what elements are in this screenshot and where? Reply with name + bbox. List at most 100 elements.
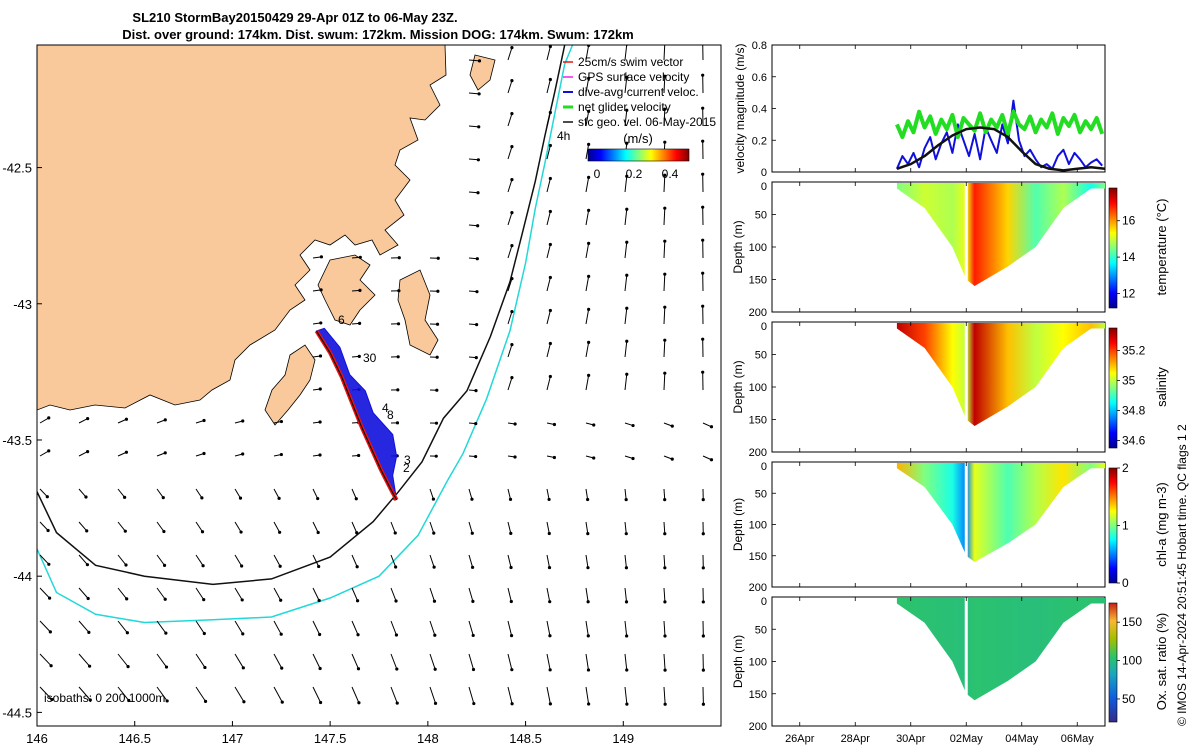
x-tick-label-date: 02May (950, 733, 984, 745)
geo-velocity-arrowhead (625, 532, 628, 535)
geo-velocity-arrowhead (586, 532, 589, 535)
geo-velocity-arrowhead (631, 424, 634, 427)
geo-velocity-arrowhead (164, 451, 167, 454)
geo-velocity-arrowhead (664, 703, 667, 706)
geo-velocity-arrowhead (701, 140, 704, 143)
geo-velocity-arrowhead (320, 255, 323, 258)
geo-velocity-arrowhead (513, 455, 516, 458)
geo-velocity-arrowhead (471, 600, 474, 603)
geo-velocity-arrowhead (434, 702, 437, 705)
geo-velocity-arrowhead (318, 599, 321, 602)
geo-velocity-arrowhead (86, 563, 89, 566)
geo-velocity-arrowhead (202, 419, 205, 422)
map-x-tick-label: 147.5 (314, 731, 347, 746)
geo-velocity-arrowhead (435, 389, 438, 392)
velocity-y-tick-label: 0.8 (752, 40, 767, 52)
geo-velocity-arrowhead (510, 634, 513, 637)
geo-velocity-arrowhead (46, 529, 49, 532)
sec4-y-tick-label: 100 (749, 657, 767, 669)
sec3-cb-label: chl-a (mg m-3) (1154, 482, 1169, 567)
geo-velocity-arrowhead (663, 207, 666, 210)
geo-velocity-arrowhead (240, 564, 243, 567)
geo-velocity-arrowhead (280, 420, 283, 423)
geo-velocity-arrowhead (710, 425, 713, 428)
geo-velocity-arrowhead (355, 497, 358, 500)
geo-velocity-arrowhead (162, 530, 165, 533)
geo-velocity-arrowhead (710, 458, 713, 461)
sec3-colorbar (1109, 468, 1117, 583)
geo-velocity-arrowhead (587, 176, 590, 179)
geo-velocity-arrowhead (278, 531, 281, 534)
geo-velocity-arrowhead (701, 74, 704, 77)
geo-velocity-arrowhead (436, 356, 439, 359)
geo-velocity-arrowhead (47, 416, 50, 419)
sec3-y-tick-label: 150 (749, 551, 767, 563)
geo-velocity-arrowhead (702, 634, 705, 637)
sec4-y-tick-label: 50 (755, 624, 767, 636)
geo-velocity-arrowhead (436, 290, 439, 293)
velocity-y-tick-label: 0.4 (752, 104, 767, 116)
geo-velocity-arrowhead (702, 703, 705, 706)
geo-velocity-arrowhead (510, 668, 513, 671)
geo-velocity-arrowhead (549, 210, 552, 213)
geo-velocity-arrowhead (470, 498, 473, 501)
geo-velocity-arrowhead (280, 667, 283, 670)
map-x-tick-label: 146 (26, 731, 48, 746)
map-x-tick-label: 147 (222, 731, 244, 746)
geo-velocity-arrowhead (587, 308, 590, 311)
geo-velocity-arrowhead (88, 665, 91, 668)
x-tick-label-date: 04May (1005, 733, 1039, 745)
geo-velocity-arrowhead (49, 630, 52, 633)
geo-velocity-arrowhead (701, 338, 704, 341)
geo-velocity-arrowhead (124, 530, 127, 533)
geo-velocity-arrowhead (202, 452, 205, 455)
geo-velocity-arrowhead (553, 423, 556, 426)
geo-velocity-arrowhead (663, 532, 666, 535)
geo-velocity-arrowhead (203, 632, 206, 635)
sec2-cb-tick-label: 35 (1122, 374, 1136, 388)
geo-velocity-arrowhead (281, 701, 284, 704)
sec3-cb-tick-label: 1 (1122, 519, 1129, 533)
geo-velocity-arrowhead (587, 634, 590, 637)
geo-velocity-arrowhead (475, 290, 478, 293)
geo-velocity-arrowhead (165, 665, 168, 668)
geo-velocity-arrowhead (587, 209, 590, 212)
geo-velocity-arrowhead (319, 667, 322, 670)
figure-title-2: Dist. over ground: 174km. Dist. swum: 17… (122, 27, 634, 42)
geo-velocity-arrowhead (432, 497, 435, 500)
geo-velocity-arrowhead (549, 342, 552, 345)
day-label-6: 6 (338, 313, 345, 327)
x-tick-label-date: 28Apr (841, 733, 871, 745)
map-y-tick-label: -43.5 (2, 433, 32, 448)
geo-velocity-arrowhead (280, 453, 283, 456)
geo-velocity-arrowhead (671, 458, 674, 461)
day-label-8: 8 (387, 408, 394, 422)
footer-credit: © IMOS 14-Apr-2024 20:51:45 Hobart time.… (1175, 424, 1189, 726)
geo-velocity-arrowhead (125, 597, 128, 600)
geo-velocity-arrowhead (586, 566, 589, 569)
geo-velocity-arrowhead (433, 566, 436, 569)
geo-velocity-arrowhead (477, 92, 480, 95)
geo-velocity-arrowhead (475, 323, 478, 326)
sec3-y-tick-label: 50 (755, 488, 767, 500)
sec1-y-tick-label: 100 (749, 242, 767, 254)
geo-velocity-arrowhead (625, 566, 628, 569)
geo-velocity-arrowhead (476, 191, 479, 194)
geo-velocity-arrowhead (549, 375, 552, 378)
sec1-y-tick-label: 200 (749, 307, 767, 319)
geo-velocity-arrowhead (433, 634, 436, 637)
geo-velocity-arrowhead (85, 529, 88, 532)
geo-velocity-arrowhead (239, 530, 242, 533)
geo-velocity-arrowhead (126, 665, 129, 668)
geo-velocity-arrowhead (587, 600, 590, 603)
geo-velocity-arrowhead (475, 356, 478, 359)
geo-velocity-arrowhead (357, 667, 360, 670)
geo-velocity-arrowhead (437, 257, 440, 260)
geo-velocity-arrowhead (587, 702, 590, 705)
geo-velocity-arrowhead (318, 633, 321, 636)
geo-velocity-arrowhead (395, 633, 398, 636)
geo-velocity-arrowhead (548, 532, 551, 535)
geo-velocity-arrowhead (241, 632, 244, 635)
geo-velocity-arrowhead (663, 498, 666, 501)
